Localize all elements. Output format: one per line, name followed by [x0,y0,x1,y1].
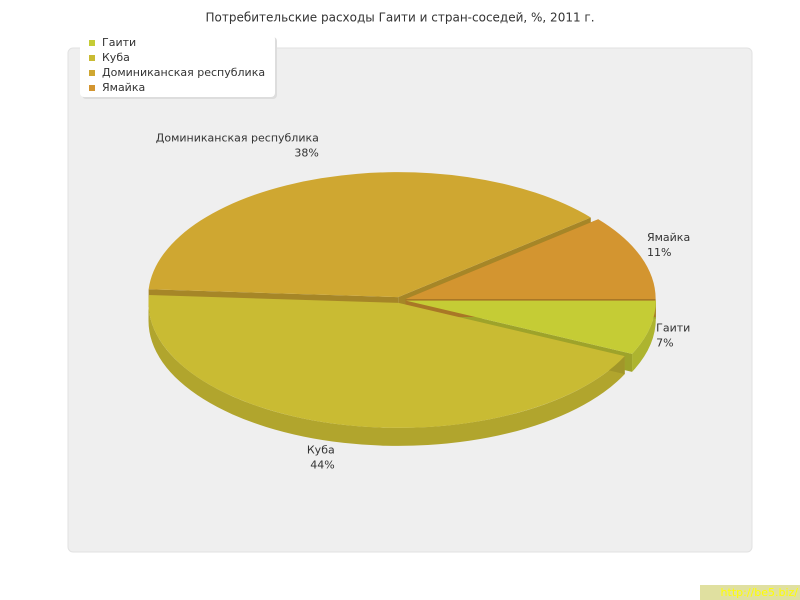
slice-label: Куба [307,443,335,456]
chart-title: Потребительские расходы Гаити и стран-со… [205,11,594,25]
value-label: 38% [294,146,318,159]
legend-swatch [89,40,95,46]
value-label: 7% [656,336,673,349]
legend-label: Доминиканская республика [102,66,265,79]
pie-side [632,300,656,372]
pie-slice [405,219,656,299]
legend-swatch [89,70,95,76]
value-label: 44% [310,458,334,471]
legend-swatch [89,55,95,61]
legend-swatch [89,85,95,91]
pie-slice [148,295,625,428]
legend [80,35,275,97]
watermark-bg [700,585,800,600]
legend-label: Гаити [102,36,136,49]
legend-label: Ямайка [102,81,145,94]
value-label: 11% [647,246,671,259]
watermark: http://be5.biz/ [721,586,799,599]
pie-slice [148,172,591,298]
pie-side [148,302,625,446]
slice-label: Гаити [656,321,690,334]
legend-label: Куба [102,51,130,64]
slice-label: Ямайка [647,231,690,244]
pie-slice [405,300,656,354]
slice-label: Доминиканская республика [156,131,319,144]
